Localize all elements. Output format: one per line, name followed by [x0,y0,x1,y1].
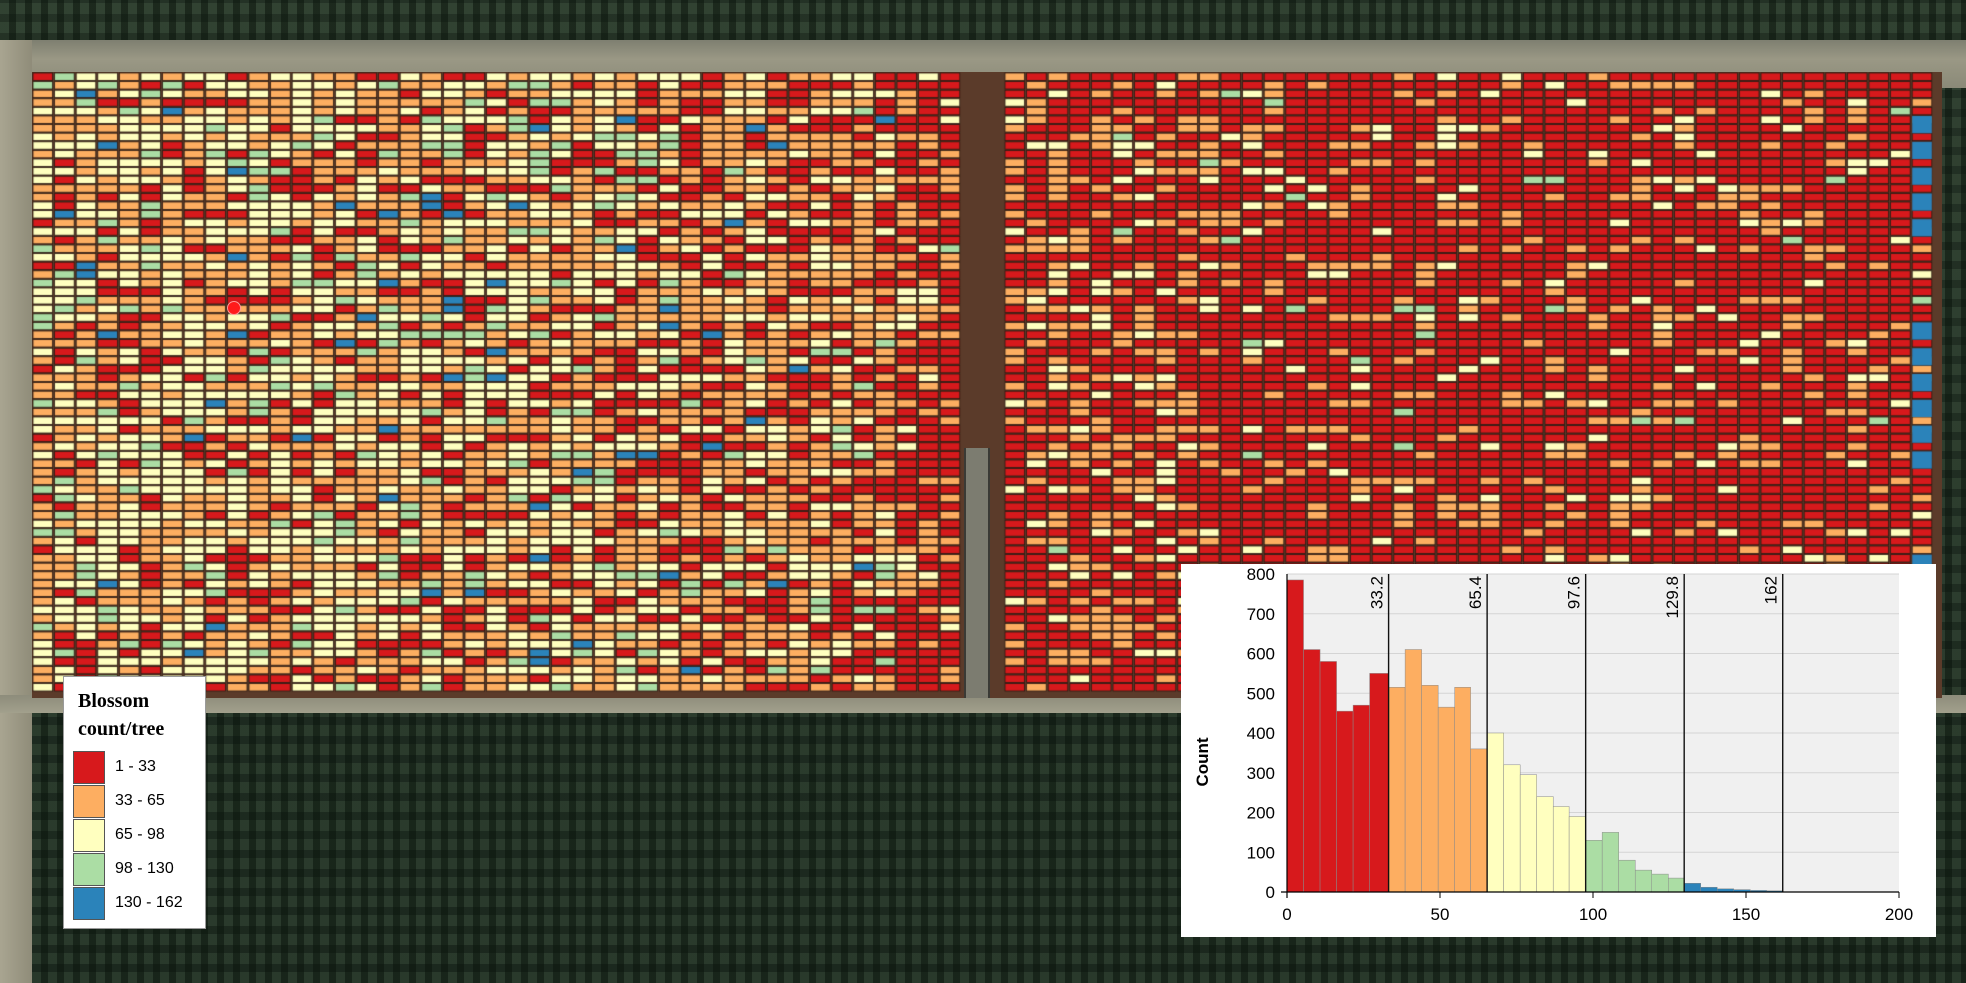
histogram-bar [1700,886,1718,893]
histogram-bar [1634,869,1653,893]
legend-item: 33 - 65 [73,785,203,818]
histogram-bar [1486,732,1504,893]
legend-title-line-1: Blossom [78,690,150,712]
legend-swatch [73,785,105,818]
class-break-label: 97.6 [1565,576,1584,609]
road-west [0,40,32,983]
histogram-bar [1319,661,1337,893]
y-tick-label: 200 [1247,804,1275,823]
histogram-bar [1601,832,1619,893]
histogram-bar [1454,687,1471,893]
legend-swatch [73,819,105,852]
x-tick-label: 200 [1885,905,1913,924]
histogram-bar [1519,774,1537,893]
histogram-bar [1369,673,1389,893]
histogram-bar [1336,710,1354,893]
histogram-bar [1552,806,1570,893]
y-tick-label: 600 [1247,645,1275,664]
histogram-bar [1286,579,1304,893]
legend-item: 1 - 33 [73,751,203,784]
histogram-bar [1651,873,1669,893]
histogram-panel: 33.2 65.4 97.6 129.8 162 0 100 200 300 400 500 600… [1181,564,1936,937]
histogram-bar [1421,685,1439,893]
histogram-bar [1585,840,1603,893]
histogram-bar [1668,877,1685,893]
legend-swatch [73,751,105,784]
legend-item: 130 - 162 [73,887,203,920]
histogram-bar [1303,649,1321,893]
histogram-bar [1437,706,1455,893]
histogram-bar [1503,764,1521,893]
legend-title-line-2: count/tree [78,718,165,740]
class-break-label: 33.2 [1368,576,1387,609]
y-tick-label: 400 [1247,724,1275,743]
legend-label: 65 - 98 [115,826,165,843]
histogram-chart: 33.2 65.4 97.6 129.8 162 0100200300400500600… [1193,565,1914,924]
x-tick-label: 150 [1732,905,1760,924]
histogram-bar [1352,704,1370,893]
y-axis-label: Count [1193,737,1212,786]
axes: 0 100 200 300 400 500 600 700 800 0 50 100 150 200 [1247,565,1914,924]
legend-item: 65 - 98 [73,819,203,852]
class-break-label: 129.8 [1663,576,1682,619]
class-break-label: 162 [1762,576,1781,604]
histogram-bar [1683,883,1701,893]
histogram-bar [1388,687,1406,893]
histogram-bar [1404,649,1422,893]
legend-label: 98 - 130 [115,860,174,877]
y-tick-label: 500 [1247,684,1275,703]
y-tick-label: 300 [1247,764,1275,783]
y-tick-label: 800 [1247,565,1275,584]
legend-label: 33 - 65 [115,792,165,809]
histogram-bars [1286,579,1783,893]
y-tick-label: 100 [1247,843,1275,862]
histogram-bar [1568,816,1586,893]
histogram-bar [1618,859,1636,893]
legend-title: Blossom count/tree [78,687,203,743]
histogram-bar [1470,748,1488,893]
legend-swatch [73,853,105,886]
histogram-bar [1536,796,1554,893]
legend-swatch [73,887,105,920]
y-tick-label: 0 [1266,883,1275,902]
class-break-label: 65.4 [1466,576,1485,609]
legend-label: 130 - 162 [115,894,183,911]
x-tick-label: 0 [1282,905,1291,924]
location-marker[interactable] [227,301,241,315]
y-tick-label: 700 [1247,605,1275,624]
x-tick-label: 100 [1579,905,1607,924]
access-lane [964,448,990,698]
x-tick-label: 50 [1431,905,1450,924]
legend-item: 98 - 130 [73,853,203,886]
map-legend: Blossom count/tree 1 - 33 33 - 65 65 - 9… [63,676,206,929]
legend-label: 1 - 33 [115,758,156,775]
class-break-lines: 33.2 65.4 97.6 129.8 162 [1368,574,1784,892]
